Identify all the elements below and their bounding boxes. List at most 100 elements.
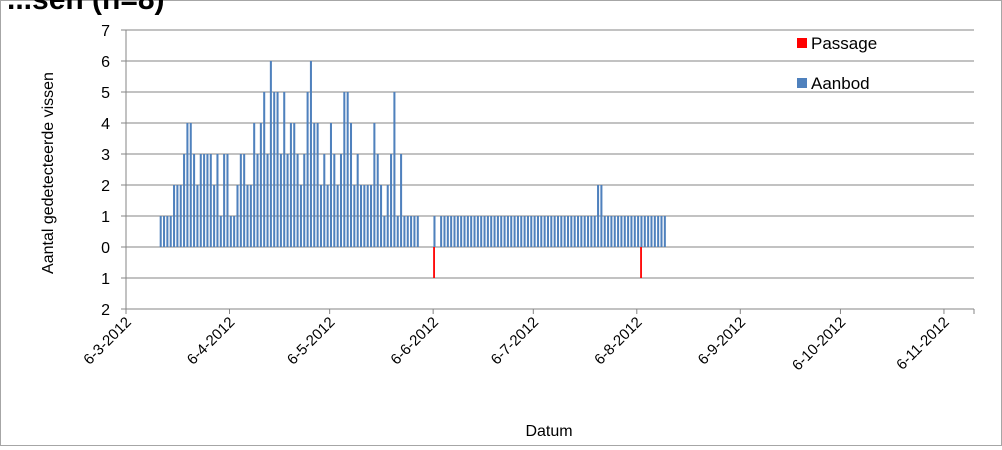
bar-aanbod: [657, 216, 660, 247]
bar-aanbod: [276, 92, 279, 247]
bar-aanbod: [617, 216, 620, 247]
bar-aanbod: [263, 92, 266, 247]
bar-aanbod: [563, 216, 566, 247]
bar-aanbod: [443, 216, 446, 247]
bar-aanbod: [590, 216, 593, 247]
bar-aanbod: [293, 123, 296, 247]
x-axis-label: Datum: [525, 423, 572, 440]
bar-aanbod: [169, 216, 172, 247]
bar-aanbod: [303, 154, 306, 247]
bar-aanbod: [650, 216, 653, 247]
bar-aanbod: [296, 154, 299, 247]
y-tick-label: 4: [101, 116, 110, 133]
bar-aanbod: [490, 216, 493, 247]
bar-aanbod: [219, 216, 222, 247]
bar-aanbod: [289, 123, 292, 247]
bar-aanbod: [213, 185, 216, 247]
bar-aanbod: [393, 92, 396, 247]
bar-aanbod: [286, 154, 289, 247]
bar-aanbod: [483, 216, 486, 247]
bar-aanbod: [159, 216, 162, 247]
bar-aanbod: [326, 185, 329, 247]
bar-aanbod: [233, 216, 236, 247]
y-tick-label: 2: [101, 302, 110, 319]
bar-aanbod: [243, 154, 246, 247]
y-tick-label: 7: [101, 23, 110, 40]
bar-aanbod: [450, 216, 453, 247]
bar-aanbod: [620, 216, 623, 247]
bar-aanbod: [203, 154, 206, 247]
bar-aanbod: [587, 216, 590, 247]
bar-aanbod: [319, 185, 322, 247]
bar-aanbod: [597, 185, 600, 247]
bar-aanbod: [183, 154, 186, 247]
bar-aanbod: [533, 216, 536, 247]
bar-aanbod: [463, 216, 466, 247]
bar-aanbod: [536, 216, 539, 247]
chart-title: ...sen (n=8): [7, 0, 165, 15]
x-tick-label: 6-6-2012: [387, 314, 441, 368]
bar-aanbod: [556, 216, 560, 247]
x-tick-label: 6-7-2012: [488, 314, 542, 368]
x-tick-label: 6-4-2012: [184, 314, 238, 368]
bar-aanbod: [493, 216, 496, 247]
bar-aanbod: [346, 92, 349, 247]
bar-aanbod: [206, 154, 209, 247]
bar-aanbod: [193, 154, 196, 247]
bar-aanbod: [339, 154, 343, 247]
bar-aanbod: [560, 216, 563, 247]
bar-aanbod: [349, 123, 353, 247]
bar-aanbod: [607, 216, 610, 247]
bar-aanbod: [173, 185, 176, 247]
bar-aanbod: [246, 185, 249, 247]
y-axis-label: Aantal gedetecteerde vissen: [40, 72, 57, 274]
bar-aanbod: [390, 154, 393, 247]
bar-aanbod: [543, 216, 546, 247]
bar-aanbod: [630, 216, 633, 247]
bar-aanbod: [553, 216, 556, 247]
bar-aanbod: [573, 216, 576, 247]
legend-label-passage: Passage: [811, 34, 877, 53]
bar-aanbod: [663, 216, 666, 247]
bar-aanbod: [643, 216, 646, 247]
legend: Passage Aanbod: [797, 34, 877, 93]
bar-aanbod: [236, 185, 239, 247]
bars: [159, 61, 666, 278]
legend-swatch-aanbod: [797, 78, 807, 88]
bar-aanbod: [229, 216, 232, 247]
bar-aanbod: [523, 216, 526, 247]
bar-aanbod: [653, 216, 656, 247]
bar-aanbod: [306, 92, 309, 247]
y-tick-label: 0: [101, 240, 110, 257]
bar-aanbod: [500, 216, 503, 247]
y-tick-label: 1: [101, 209, 110, 226]
bar-aanbod: [593, 216, 596, 247]
bar-aanbod: [373, 123, 376, 247]
bar-aanbod: [506, 216, 509, 247]
bar-passage: [433, 247, 435, 278]
bar-aanbod: [380, 185, 383, 247]
bar-aanbod: [186, 123, 189, 247]
bar-aanbod: [269, 61, 272, 247]
bar-aanbod: [580, 216, 583, 247]
bar-aanbod: [623, 216, 626, 247]
bar-aanbod: [516, 216, 519, 247]
bar-aanbod: [460, 216, 463, 247]
bar-aanbod: [166, 216, 169, 247]
bar-aanbod: [333, 154, 336, 247]
bar-aanbod: [496, 216, 499, 247]
bar-aanbod: [466, 216, 469, 247]
bar-aanbod: [199, 154, 202, 247]
bar-aanbod: [313, 123, 316, 247]
bar-aanbod: [566, 216, 570, 247]
bar-aanbod: [329, 123, 332, 247]
bar-aanbod: [446, 216, 449, 247]
bar-aanbod: [209, 154, 212, 247]
y-tick-label: 1: [101, 271, 110, 288]
bar-aanbod: [470, 216, 473, 247]
legend-label-aanbod: Aanbod: [811, 74, 870, 93]
bar-aanbod: [376, 154, 379, 247]
bar-aanbod: [396, 216, 399, 247]
bar-aanbod: [163, 216, 166, 247]
y-tick-label: 6: [101, 54, 110, 71]
